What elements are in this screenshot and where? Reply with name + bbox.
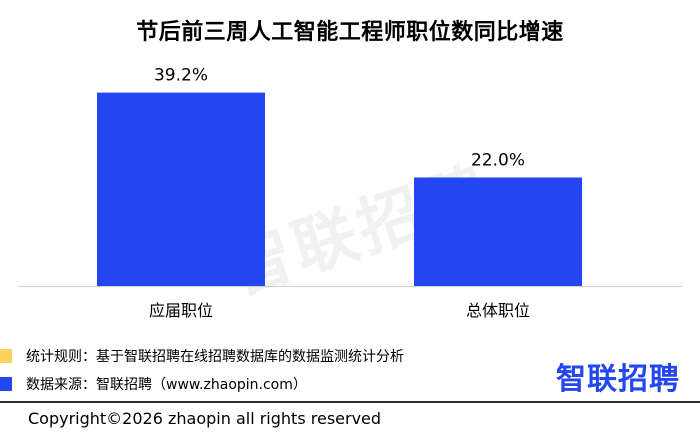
bar-1 bbox=[97, 92, 265, 286]
data-label-1: 39.2% bbox=[154, 66, 208, 86]
bar-chart: 39.2% 应届职位 22.0% 总体职位 bbox=[18, 66, 682, 320]
legend-source-text: 数据来源：智联招聘（www.zhaopin.com） bbox=[26, 377, 307, 393]
legend-swatch-blue bbox=[0, 377, 12, 391]
legend-rule: 统计规则：基于智联招聘在线招聘数据库的数据监测统计分析 bbox=[0, 346, 404, 366]
legend-swatch-yellow bbox=[0, 349, 12, 363]
data-label-2: 22.0% bbox=[471, 150, 525, 170]
legend-source: 数据来源：智联招聘（www.zhaopin.com） bbox=[0, 374, 307, 394]
category-label-1: 应届职位 bbox=[149, 301, 213, 320]
zhaopin-logo: 智联招聘 bbox=[556, 362, 680, 397]
chart-title: 节后前三周人工智能工程师职位数同比增速 bbox=[136, 20, 564, 45]
bar-2 bbox=[414, 177, 582, 286]
footer-divider bbox=[0, 401, 700, 403]
copyright-text: Copyright©2026 zhaopin all rights reserv… bbox=[28, 409, 382, 428]
category-label-2: 总体职位 bbox=[466, 301, 530, 320]
legend-rule-text: 统计规则：基于智联招聘在线招聘数据库的数据监测统计分析 bbox=[26, 349, 404, 365]
